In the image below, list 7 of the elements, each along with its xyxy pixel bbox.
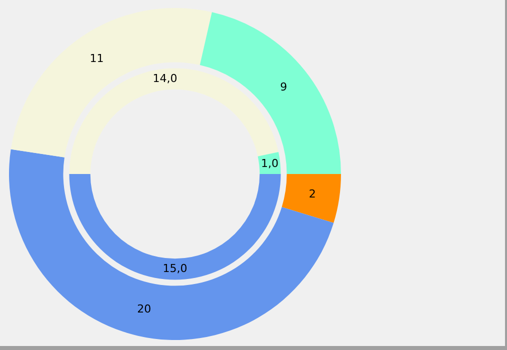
data-label: 20 [137, 302, 152, 316]
data-label: 14,0 [152, 72, 178, 86]
data-label: 15,0 [162, 262, 188, 276]
data-label: 1,0 [260, 156, 278, 170]
data-label: 9 [280, 80, 288, 94]
data-label: 11 [90, 52, 104, 66]
data-label: 2 [308, 188, 316, 201]
